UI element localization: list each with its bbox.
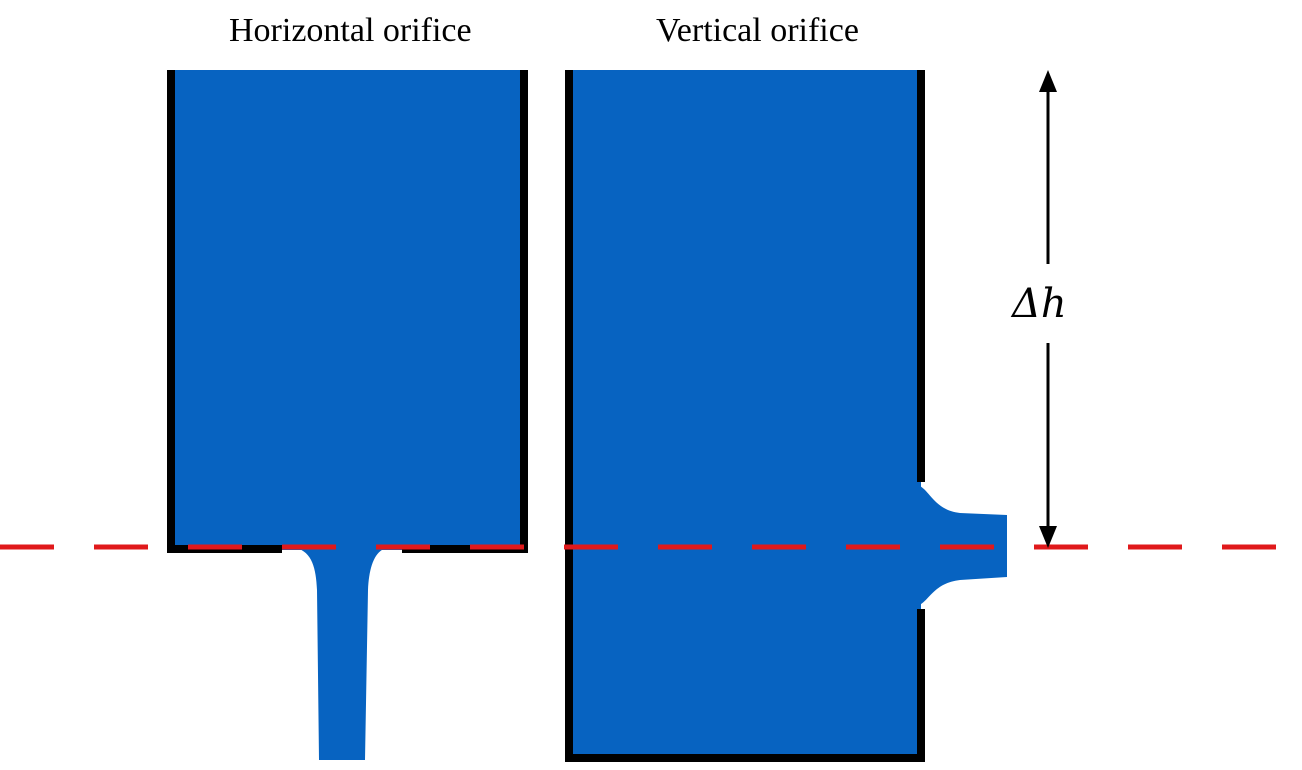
left-tank-water — [170, 70, 525, 550]
horizontal-orifice-title: Horizontal orifice — [229, 12, 472, 49]
head-difference-label: Δh — [1012, 281, 1067, 327]
arrowhead-up-icon — [1039, 70, 1057, 92]
bottom-jet — [296, 548, 386, 760]
vertical-orifice-title: Vertical orifice — [656, 12, 859, 49]
horizontal-orifice-tank — [167, 70, 528, 760]
vertical-orifice-tank — [565, 70, 1007, 762]
arrowhead-down-icon — [1039, 526, 1057, 548]
head-arrow — [1039, 70, 1057, 548]
right-tank-water — [568, 70, 921, 758]
